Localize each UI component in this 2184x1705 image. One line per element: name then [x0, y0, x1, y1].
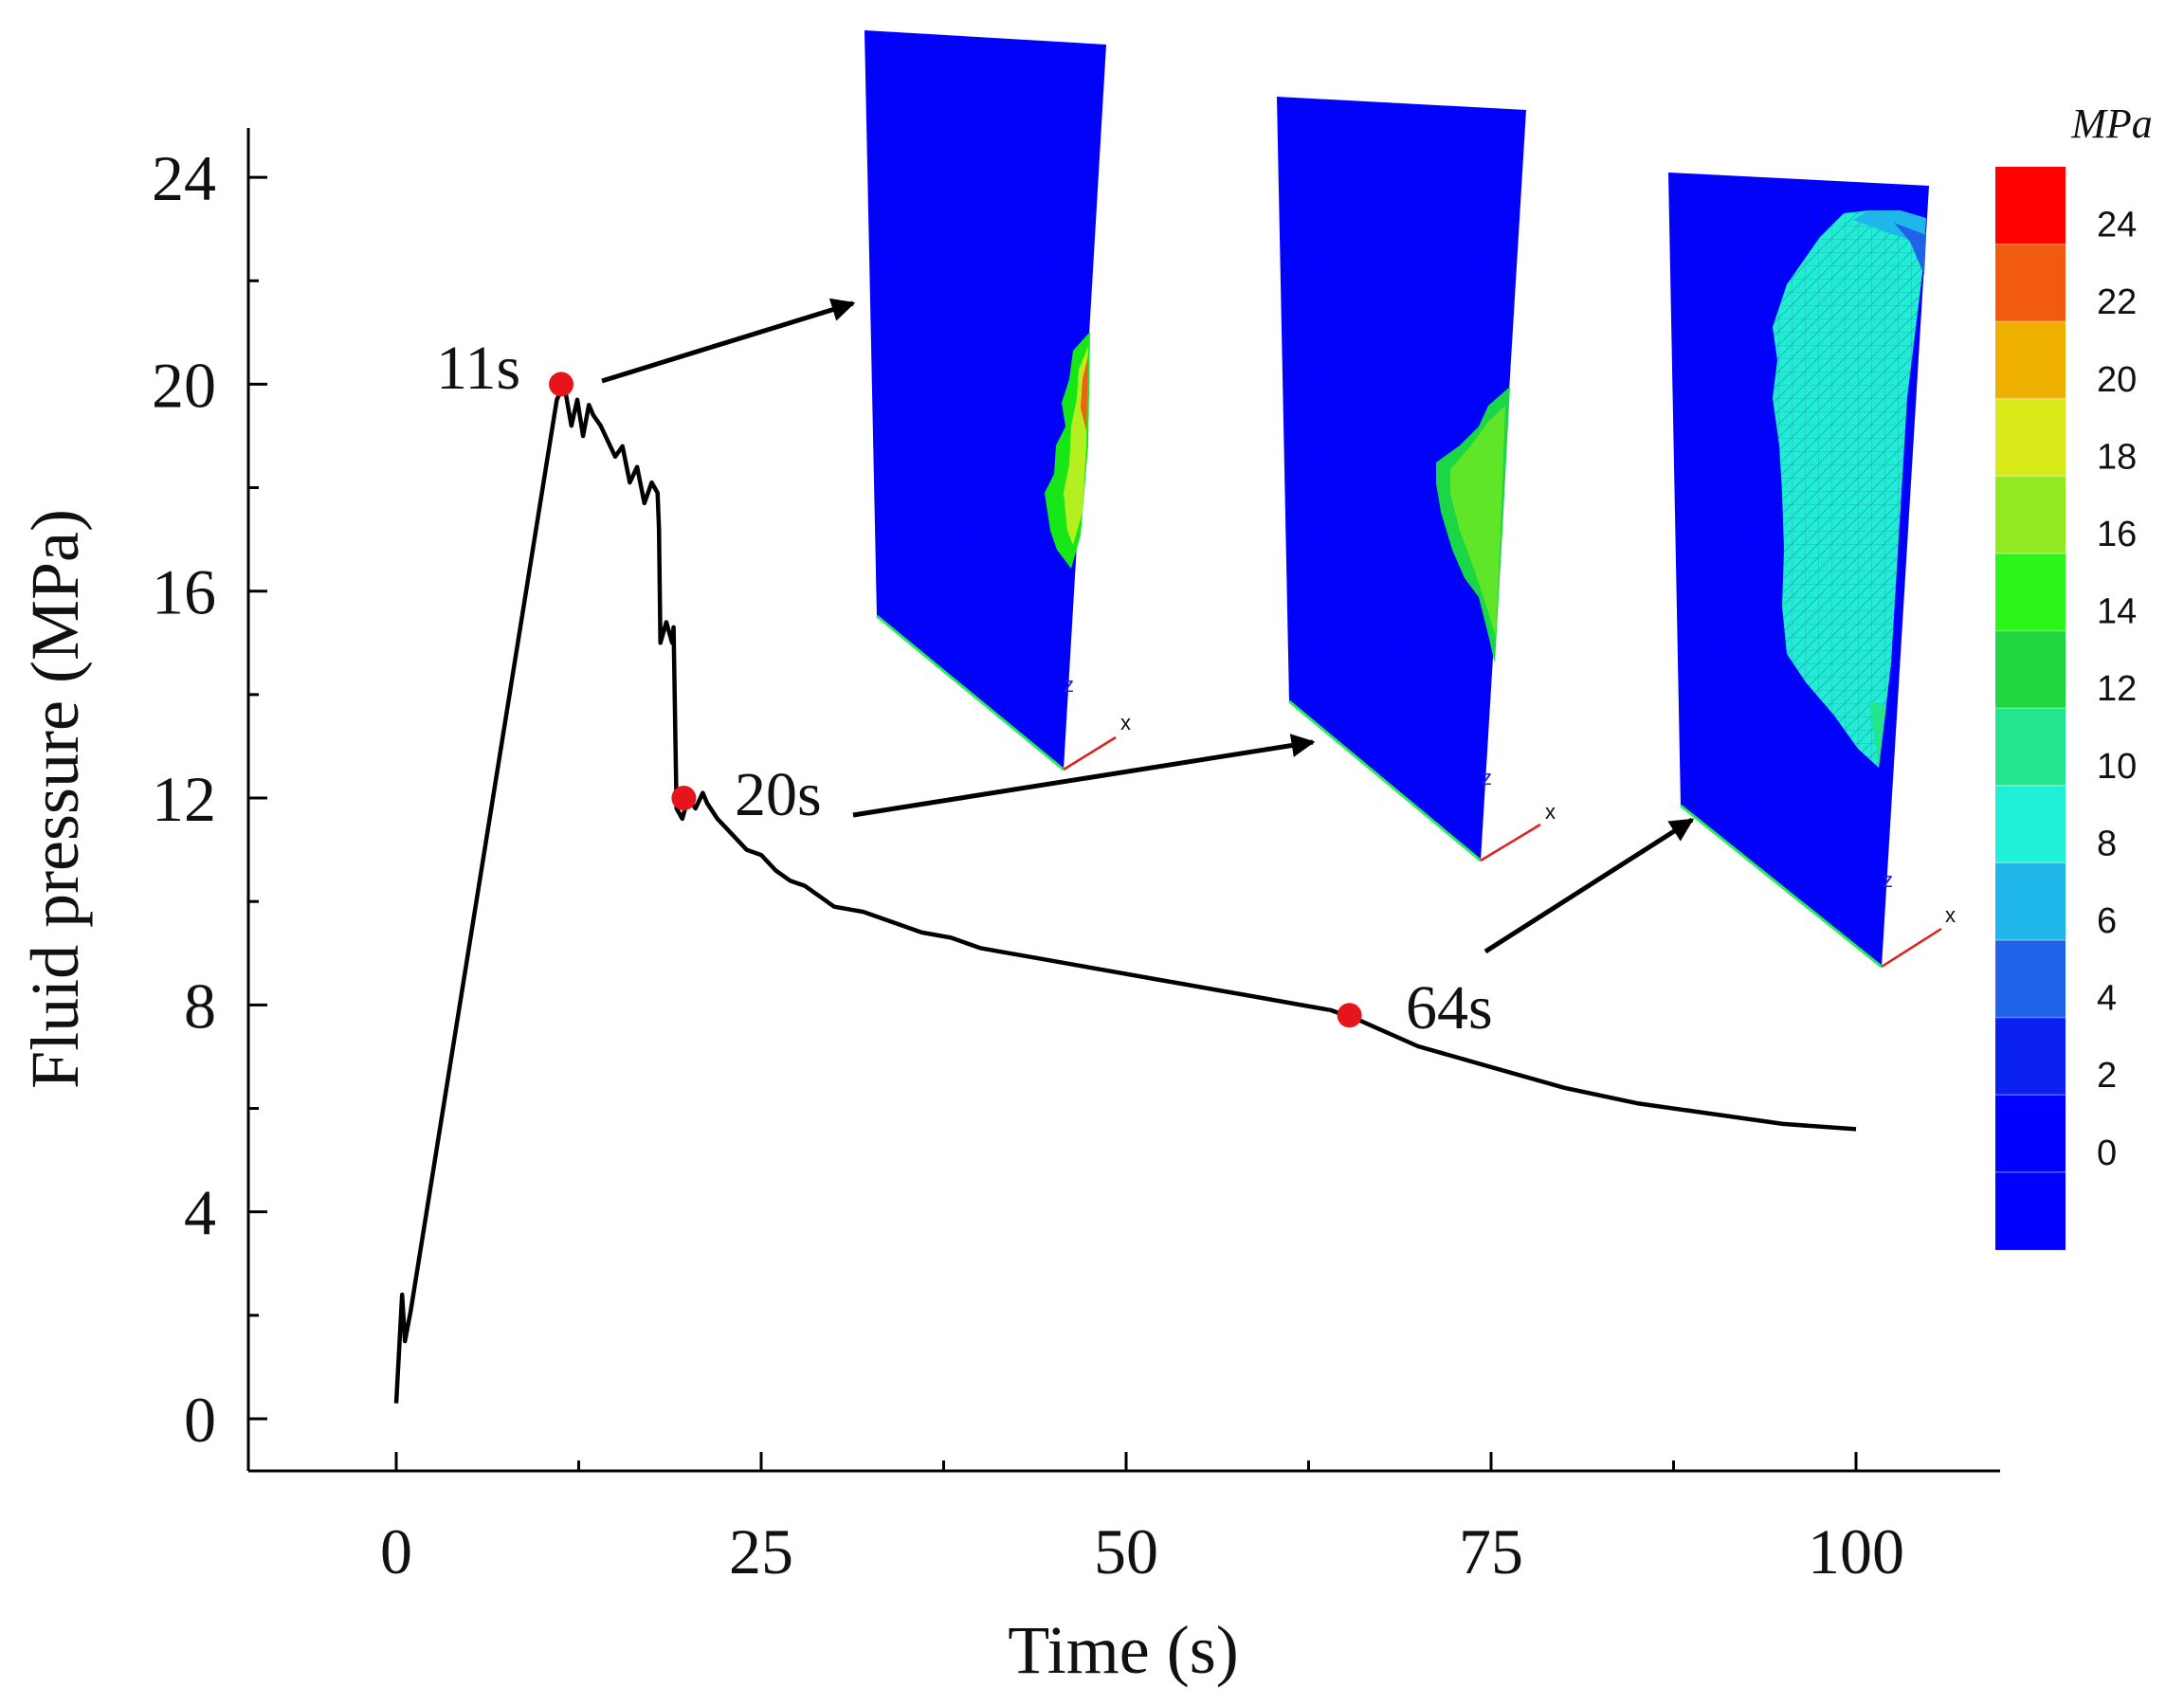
svg-text:z: z: [1883, 868, 1893, 892]
svg-text:x: x: [1120, 711, 1131, 735]
colorbar-cell: [1995, 1171, 2066, 1250]
colorbar-label: 8: [2097, 824, 2117, 863]
y-tick-label: 8: [184, 970, 216, 1042]
colorbar-label: 2: [2097, 1056, 2117, 1096]
y-tick-label: 16: [152, 556, 216, 628]
svg-text:x: x: [1545, 800, 1556, 824]
marker-label-20s: 20s: [735, 760, 822, 829]
colorbar-unit: MPa: [2070, 100, 2153, 147]
colorbar-label: 16: [2097, 515, 2137, 554]
y-axis-title: Fluid pressure (MPa): [17, 509, 93, 1089]
x-tick-label: 50: [1094, 1515, 1158, 1587]
colorbar-cell: [1995, 785, 2066, 863]
colorbar-label: 6: [2097, 901, 2117, 941]
plot-axes: 0 4 8 12 16 20 24 0 25 50 75 100: [152, 128, 2000, 1587]
colorbar-label: 22: [2097, 282, 2137, 322]
x-axis-title: Time (s): [1008, 1612, 1238, 1688]
y-ticks: 0 4 8 12 16 20 24: [152, 142, 267, 1456]
colorbar-cell: [1995, 1017, 2066, 1096]
colorbar-label: 24: [2097, 206, 2137, 245]
x-tick-label: 100: [1808, 1515, 1904, 1587]
inset-64s-x-axis: [1881, 927, 1942, 969]
y-tick-label: 0: [184, 1384, 216, 1456]
time-markers: [549, 372, 1362, 1028]
colorbar-label: 14: [2097, 592, 2137, 632]
colorbar-cell: [1995, 167, 2066, 245]
colorbar-label: 0: [2097, 1134, 2117, 1173]
colorbar-label: 18: [2097, 437, 2137, 477]
marker-11s: [549, 372, 574, 397]
colorbar-cell: [1995, 862, 2066, 941]
arrow-11s: [601, 298, 856, 384]
colorbar-cell: [1995, 553, 2066, 632]
arrow-20s: [852, 734, 1316, 818]
colorbar-cell: [1995, 321, 2066, 400]
colorbar-cell: [1995, 398, 2066, 477]
svg-text:z: z: [1482, 766, 1492, 789]
colorbar-cells: [1995, 167, 2066, 1250]
fluid-pressure-line: [393, 382, 1857, 1404]
colorbar-cell: [1995, 630, 2066, 709]
arrow-64s: [1483, 817, 1695, 954]
inset-11s-x-axis: [1063, 735, 1117, 771]
y-tick-label: 12: [152, 763, 216, 835]
inset-64s: x z: [1668, 172, 1956, 969]
colorbar-cell: [1995, 708, 2066, 787]
svg-text:x: x: [1945, 903, 1956, 927]
colorbar-label: 12: [2097, 669, 2137, 709]
colorbar-cell: [1995, 244, 2066, 322]
marker-label-64s: 64s: [1406, 973, 1493, 1043]
svg-text:z: z: [1064, 673, 1074, 697]
marker-label-11s: 11s: [436, 334, 520, 403]
y-tick-label: 24: [152, 142, 216, 214]
colorbar-label: 10: [2097, 747, 2137, 787]
y-tick-label: 4: [184, 1177, 216, 1249]
x-ticks: 0 25 50 75 100: [380, 1452, 1904, 1587]
inset-11s: x z: [864, 30, 1131, 771]
marker-64s: [1337, 1003, 1362, 1028]
x-tick-label: 25: [729, 1515, 793, 1587]
x-tick-label: 0: [380, 1515, 412, 1587]
colorbar-label: 20: [2097, 360, 2137, 400]
colorbar-cell: [1995, 1095, 2066, 1173]
colorbar-cell: [1995, 476, 2066, 554]
colorbar-cell: [1995, 940, 2066, 1019]
inset-20s-x-axis: [1480, 823, 1541, 862]
marker-20s: [671, 786, 697, 811]
colorbar-label: 4: [2097, 979, 2117, 1019]
y-tick-label: 20: [152, 349, 216, 421]
inset-20s: x z: [1277, 97, 1556, 862]
x-tick-label: 75: [1459, 1515, 1523, 1587]
